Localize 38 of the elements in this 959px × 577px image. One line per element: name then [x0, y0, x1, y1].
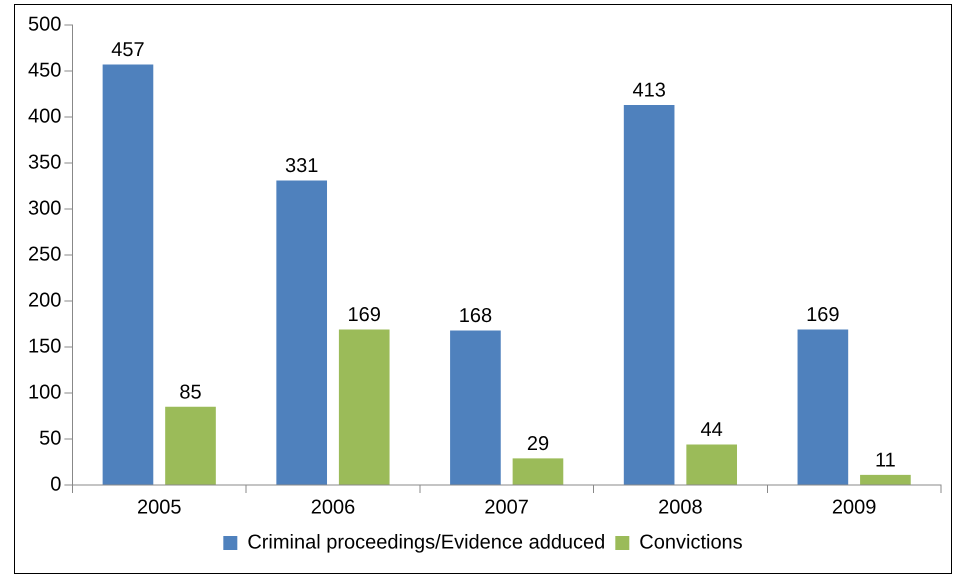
bar: [102, 64, 154, 484]
bar: [686, 444, 738, 484]
bar: [276, 180, 328, 484]
data-label: 85: [179, 381, 202, 404]
x-tick-label: 2006: [310, 496, 356, 519]
y-tick-label: 200: [28, 290, 62, 312]
bar: [165, 406, 216, 484]
bar: [512, 458, 564, 484]
y-tick-label: 50: [39, 428, 62, 450]
y-tick-label: 0: [50, 474, 62, 496]
bar: [860, 474, 911, 484]
y-tick-label: 250: [28, 244, 62, 266]
data-label: 168: [458, 304, 492, 327]
y-tick-label: 150: [28, 336, 62, 358]
x-tick-label: 2009: [832, 496, 876, 519]
data-label: 44: [700, 419, 723, 442]
bar: [338, 330, 390, 484]
data-label: 169: [348, 304, 381, 326]
data-label: 331: [285, 154, 318, 177]
y-tick-label: 500: [28, 14, 62, 36]
data-label: 11: [875, 449, 896, 472]
data-label: 457: [111, 39, 145, 62]
data-label: 29: [526, 432, 550, 455]
bar: [798, 330, 848, 484]
y-tick-label: 300: [28, 198, 62, 220]
x-tick-label: 2007: [484, 496, 529, 519]
y-tick-label: 400: [28, 106, 62, 128]
x-tick-label: 2008: [658, 496, 703, 519]
bar: [450, 330, 501, 484]
data-label: 169: [806, 304, 840, 326]
bar: [624, 105, 674, 484]
legend-label: Convictions: [639, 532, 743, 554]
legend-label: Criminal proceedings/Evidence adduced: [247, 532, 606, 554]
y-tick-label: 100: [28, 382, 62, 404]
data-label: 413: [632, 80, 666, 102]
y-tick-label: 450: [28, 60, 62, 82]
y-tick-label: 350: [28, 152, 62, 174]
x-tick-label: 2005: [136, 496, 182, 519]
